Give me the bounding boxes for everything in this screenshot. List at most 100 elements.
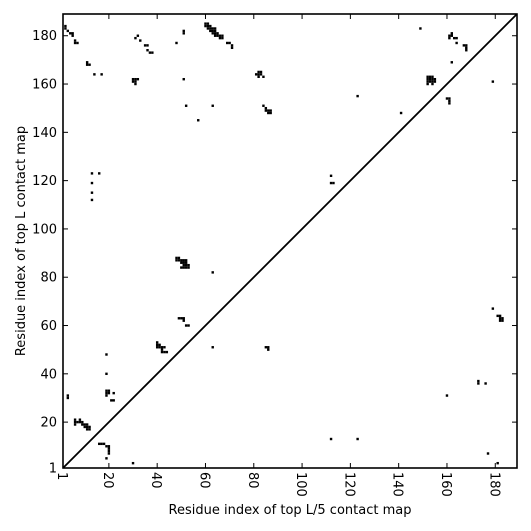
contact-point: [98, 442, 101, 446]
y-tick-label: 120: [32, 174, 57, 189]
contact-point: [204, 24, 207, 28]
contact-point: [180, 259, 183, 262]
contact-point: [182, 32, 185, 35]
contact-point: [257, 75, 260, 78]
contact-point: [257, 70, 260, 74]
contact-point: [182, 266, 185, 269]
x-tick-label: 120: [341, 472, 356, 497]
contact-point: [431, 75, 434, 78]
y-tick-label: 80: [40, 271, 57, 286]
contact-point: [73, 418, 77, 421]
contact-point: [105, 372, 108, 376]
contact-point: [450, 34, 453, 37]
contact-point: [206, 22, 210, 25]
contact-point: [213, 27, 217, 30]
contact-point: [155, 343, 159, 347]
contact-point: [184, 104, 188, 107]
contact-point: [85, 63, 89, 66]
contact-point: [206, 27, 210, 30]
contact-point: [107, 445, 111, 448]
contact-point: [426, 80, 429, 83]
contact-point: [155, 341, 159, 344]
contact-point: [184, 266, 188, 269]
contact-point: [498, 317, 502, 320]
contact-point: [448, 99, 451, 103]
contact-point: [107, 447, 111, 450]
contact-point: [216, 32, 219, 35]
contact-point: [105, 391, 108, 395]
contact-point: [267, 111, 270, 115]
contact-point: [264, 109, 268, 112]
y-tick-label: 20: [40, 416, 57, 431]
y-tick-label: 180: [32, 29, 57, 44]
contact-point: [76, 41, 79, 45]
contact-point: [486, 452, 490, 455]
contact-point: [230, 44, 234, 47]
y-tick-label: 160: [32, 78, 57, 93]
contact-point: [73, 420, 77, 424]
contact-point: [134, 82, 137, 86]
contact-point: [462, 44, 466, 47]
contact-point: [450, 61, 453, 64]
contact-point: [78, 420, 82, 424]
contact-point: [329, 181, 333, 185]
contact-point: [134, 36, 137, 40]
contact-point: [158, 343, 161, 347]
contact-point: [254, 73, 258, 76]
contact-point: [90, 181, 94, 185]
contact-point: [187, 266, 190, 269]
contact-point: [356, 94, 359, 98]
contact-point: [228, 41, 231, 45]
contact-point: [146, 49, 149, 52]
contact-point: [267, 346, 270, 349]
contact-point: [100, 73, 103, 76]
contact-point: [81, 423, 84, 426]
contact-point: [184, 261, 188, 264]
contact-point: [107, 452, 111, 455]
contact-point: [431, 77, 434, 81]
contact-point: [180, 266, 183, 269]
contact-point: [465, 44, 468, 47]
contact-point: [90, 191, 94, 194]
contact-point: [267, 348, 270, 351]
contact-point: [455, 36, 458, 40]
contact-point: [182, 261, 185, 264]
contact-point: [431, 80, 434, 83]
contact-point: [112, 399, 115, 402]
y-tick-label: 40: [40, 367, 57, 382]
contact-point: [496, 461, 499, 465]
contact-point: [259, 70, 263, 74]
contact-point: [259, 73, 263, 76]
contact-point: [445, 97, 449, 100]
contact-point: [399, 111, 403, 115]
contact-point: [69, 32, 72, 35]
contact-point: [426, 77, 429, 81]
x-axis-ticks: 1 20 40 60 80 100 120 140 160 180: [54, 14, 501, 497]
contact-point: [78, 418, 82, 421]
contact-point: [269, 111, 272, 115]
y-tick-label: 60: [40, 319, 57, 334]
x-axis-title: Residue index of top L/5 contact map: [169, 503, 412, 518]
contact-point: [139, 39, 142, 42]
contact-point: [88, 425, 91, 429]
contact-point: [107, 449, 111, 453]
contact-point: [107, 391, 111, 395]
contact-point: [206, 24, 210, 28]
contact-point: [450, 32, 453, 35]
x-tick-label: 1: [54, 472, 69, 480]
contact-point: [136, 77, 140, 81]
contact-point: [177, 259, 181, 262]
contact-point: [465, 49, 468, 52]
contact-point: [148, 51, 152, 54]
contact-point: [100, 442, 103, 446]
contact-point: [88, 428, 91, 431]
contact-point: [428, 80, 432, 83]
contact-points: [64, 22, 504, 465]
contact-point: [211, 271, 214, 274]
contact-point: [180, 261, 183, 264]
contact-point: [448, 97, 451, 100]
contact-point: [221, 36, 224, 40]
contact-point: [211, 346, 214, 349]
contact-point: [105, 457, 108, 460]
contact-point: [90, 198, 94, 202]
